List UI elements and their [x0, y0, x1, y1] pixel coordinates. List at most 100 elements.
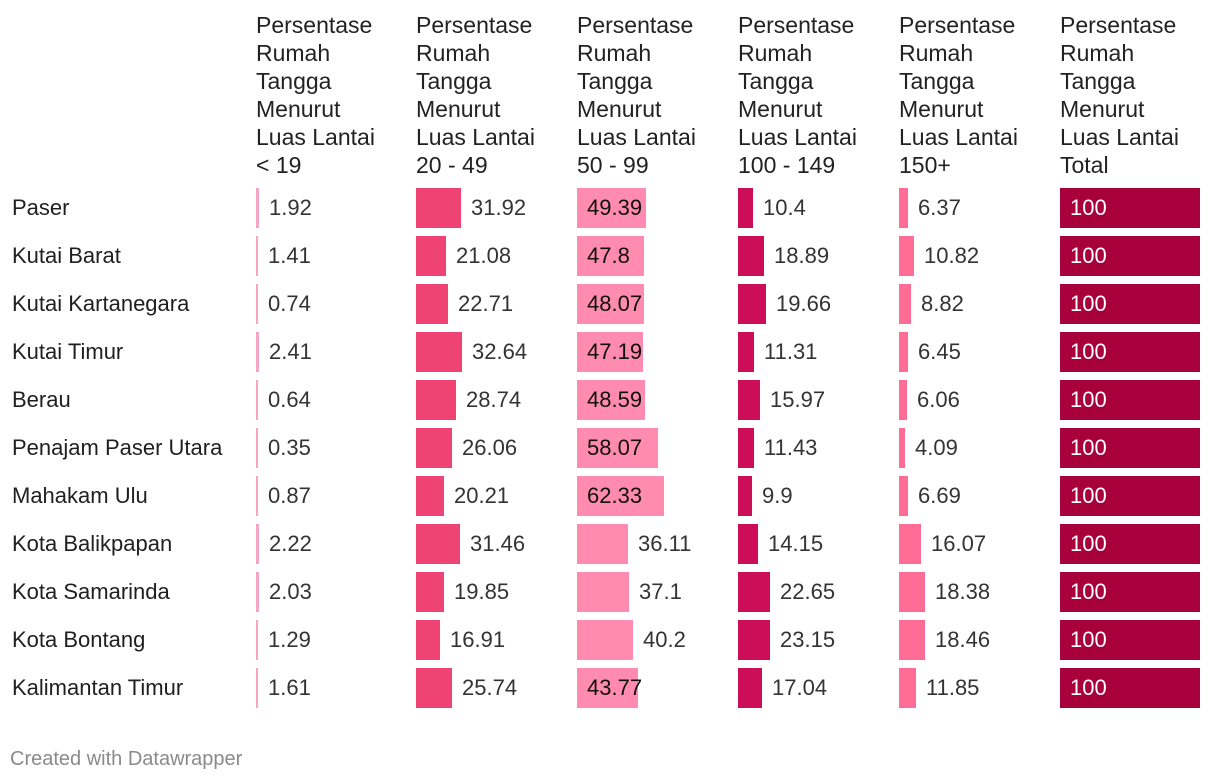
bar [256, 380, 258, 420]
value-label: 6.45 [918, 339, 961, 364]
value-label: 1.29 [268, 627, 311, 652]
value-label: 9.9 [762, 483, 793, 508]
bar [1060, 476, 1200, 516]
value-label: 100 [1070, 195, 1107, 220]
column-header-line: Persentase [256, 12, 373, 38]
bar [577, 188, 646, 228]
bar [899, 332, 908, 372]
column-header-line: Persentase [899, 12, 1016, 38]
column-header-line: Menurut [1060, 96, 1145, 122]
bar [416, 284, 448, 324]
value-label: 6.69 [918, 483, 961, 508]
bar [738, 188, 753, 228]
row-label: Berau [12, 387, 71, 412]
value-label: 43.77 [587, 675, 643, 700]
value-label: 6.37 [918, 195, 961, 220]
value-label: 21.08 [456, 243, 512, 268]
bar [738, 524, 758, 564]
bar [1060, 284, 1200, 324]
bar [577, 284, 644, 324]
value-label: 11.43 [764, 435, 818, 460]
bar [1060, 524, 1200, 564]
column-header-line: Luas Lantai [738, 124, 857, 150]
bar [256, 668, 258, 708]
bar [1060, 572, 1200, 612]
value-label: 100 [1070, 579, 1107, 604]
value-label: 6.06 [917, 387, 960, 412]
bar [416, 668, 452, 708]
value-label: 47.19 [587, 339, 643, 364]
bar [899, 524, 921, 564]
value-label: 48.59 [587, 387, 643, 412]
bar [577, 476, 664, 516]
value-label: 62.33 [587, 483, 643, 508]
bar [899, 620, 925, 660]
column-header-line: Persentase [738, 12, 855, 38]
value-label: 18.38 [935, 579, 991, 604]
column-header-line: Menurut [256, 96, 341, 122]
value-label: 22.65 [780, 579, 836, 604]
value-label: 26.06 [462, 435, 518, 460]
value-label: 16.91 [450, 627, 506, 652]
bar [738, 428, 754, 468]
column-header: Persentase Rumah Tangga Menurut Luas Lantai 1… [899, 11, 1018, 179]
bar [416, 380, 456, 420]
value-label: 10.82 [924, 243, 980, 268]
value-label: 0.35 [268, 435, 311, 460]
row-label: Kota Bontang [12, 627, 146, 652]
bar [416, 332, 462, 372]
value-label: 11.31 [764, 339, 818, 364]
bar [1060, 332, 1200, 372]
value-label: 1.41 [268, 243, 311, 268]
bar [899, 668, 916, 708]
row-label: Mahakam Ulu [12, 483, 148, 508]
column-header-line: Rumah [899, 40, 974, 66]
column-header-line: Tangga [738, 68, 814, 94]
column-header-line: Tangga [577, 68, 653, 94]
value-label: 25.74 [462, 675, 518, 700]
value-label: 100 [1070, 531, 1107, 556]
value-label: 32.64 [472, 339, 528, 364]
column-header-line: 100 - 149 [738, 152, 836, 178]
bar [256, 620, 258, 660]
bar [738, 236, 764, 276]
bar [738, 620, 770, 660]
value-label: 37.1 [639, 579, 682, 604]
column-header-line: Luas Lantai [899, 124, 1018, 150]
value-label: 100 [1070, 339, 1107, 364]
column-header-line: < 19 [256, 152, 302, 178]
value-label: 19.66 [776, 291, 832, 316]
column-header-line: 50 - 99 [577, 152, 649, 178]
value-label: 20.21 [454, 483, 510, 508]
bar [1060, 188, 1200, 228]
value-label: 40.2 [643, 627, 686, 652]
value-label: 1.92 [269, 195, 312, 220]
column-header-line: Persentase [577, 12, 694, 38]
bar [256, 524, 259, 564]
value-label: 31.92 [471, 195, 527, 220]
bar [256, 572, 259, 612]
value-label: 15.97 [770, 387, 826, 412]
bar [416, 476, 444, 516]
row-label: Paser [12, 195, 70, 220]
bar [899, 380, 907, 420]
value-label: 49.39 [587, 195, 643, 220]
value-label: 1.61 [268, 675, 311, 700]
bar [577, 332, 643, 372]
value-label: 10.4 [763, 195, 806, 220]
column-header-line: Persentase [1060, 12, 1177, 38]
bar [416, 620, 440, 660]
column-header-line: Rumah [256, 40, 331, 66]
bar [899, 188, 908, 228]
value-label: 17.04 [772, 675, 828, 700]
bar [256, 332, 259, 372]
bar [577, 668, 638, 708]
column-header: Persentase Rumah Tangga Menurut Luas Lantai <… [256, 11, 375, 179]
value-label: 11.85 [926, 675, 980, 700]
row-label: Kutai Kartanegara [12, 291, 190, 316]
column-header-line: Luas Lantai [416, 124, 535, 150]
bar [899, 284, 911, 324]
bar [256, 188, 259, 228]
value-label: 2.41 [269, 339, 312, 364]
value-label: 48.07 [587, 291, 643, 316]
